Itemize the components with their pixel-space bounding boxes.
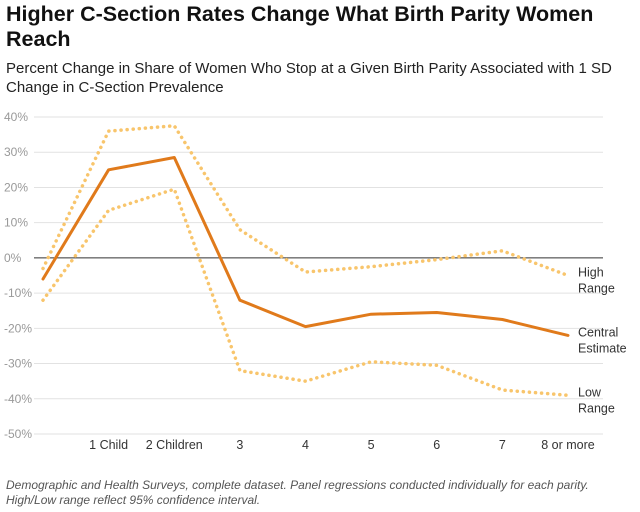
low-range-line — [41, 187, 570, 398]
y-tick-label: -50% — [4, 427, 32, 441]
high-range-label: Range — [578, 282, 615, 296]
y-tick-label: 30% — [4, 145, 28, 159]
x-tick-label: 6 — [433, 438, 440, 452]
y-tick-label: -40% — [4, 392, 32, 406]
x-tick-label: 8 or more — [541, 438, 595, 452]
x-tick-label: 4 — [302, 438, 309, 452]
central-estimate-label: Central — [578, 325, 618, 339]
x-tick-label: 2 Children — [146, 438, 203, 452]
source-note: Demographic and Health Surveys, complete… — [6, 478, 589, 507]
y-tick-label: 0% — [4, 251, 22, 265]
x-tick-label: 1 Child — [89, 438, 128, 452]
high-range-line — [41, 124, 570, 278]
y-tick-label: -10% — [4, 286, 32, 300]
x-tick-label: 7 — [499, 438, 506, 452]
low-range-label: Range — [578, 401, 615, 415]
y-tick-label: -30% — [4, 357, 32, 371]
low-range-label: Low — [578, 385, 602, 399]
y-tick-label: 10% — [4, 216, 28, 230]
y-tick-label: 20% — [4, 180, 28, 194]
central-estimate-line — [41, 156, 570, 337]
central-estimate-label: Estimate — [578, 341, 627, 355]
y-tick-label: -20% — [4, 321, 32, 335]
x-tick-label: 3 — [236, 438, 243, 452]
chart-subtitle: Percent Change in Share of Women Who Sto… — [6, 60, 612, 96]
high-range-label: High — [578, 266, 604, 280]
x-tick-label: 5 — [368, 438, 375, 452]
chart-title: Higher C-Section Rates Change What Birth… — [6, 2, 594, 51]
y-tick-label: 40% — [4, 110, 28, 124]
